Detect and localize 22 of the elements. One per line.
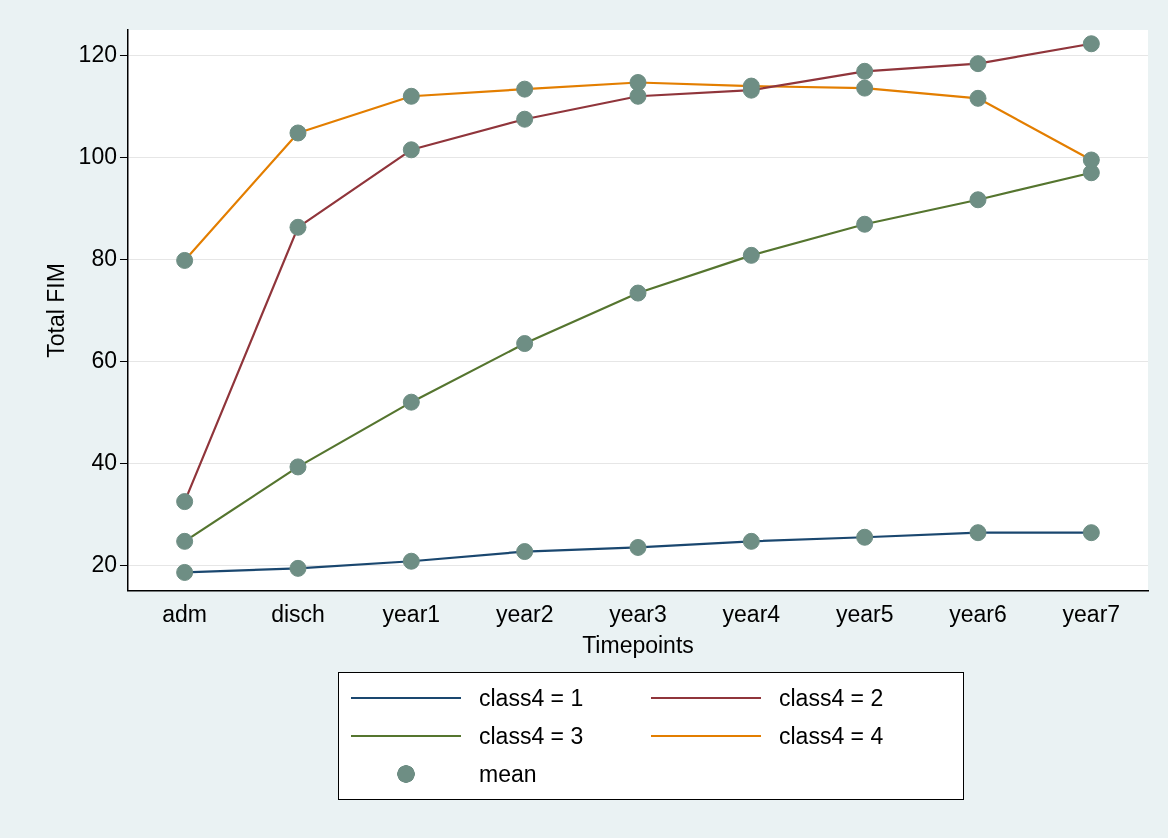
x-axis-title: Timepoints [582, 631, 694, 658]
legend-label: class4 = 4 [779, 722, 884, 750]
legend-label: mean [479, 760, 537, 788]
x-tick-label: year5 [835, 600, 894, 627]
y-tick-label: 100 [78, 142, 117, 169]
x-tick-label: adm [162, 600, 208, 627]
x-tick-label: year2 [495, 600, 554, 627]
x-tick-label: year3 [609, 600, 667, 627]
legend-label: class4 = 1 [479, 684, 584, 712]
y-tick-label: 60 [91, 346, 117, 373]
y-tick-label: 20 [91, 550, 117, 577]
legend-label: class4 = 2 [779, 684, 884, 712]
y-axis-title: Total FIM [43, 263, 70, 358]
x-tick-label: year4 [722, 600, 781, 627]
y-tick-label: 120 [78, 40, 117, 67]
y-tick-label: 80 [91, 244, 117, 271]
y-tick-label: 40 [91, 448, 117, 475]
x-tick-label: year7 [1062, 600, 1121, 627]
x-tick-label: year1 [382, 600, 441, 627]
x-tick-label: year6 [949, 600, 1007, 627]
legend-label: class4 = 3 [479, 722, 584, 750]
x-tick-label: disch [271, 600, 325, 627]
